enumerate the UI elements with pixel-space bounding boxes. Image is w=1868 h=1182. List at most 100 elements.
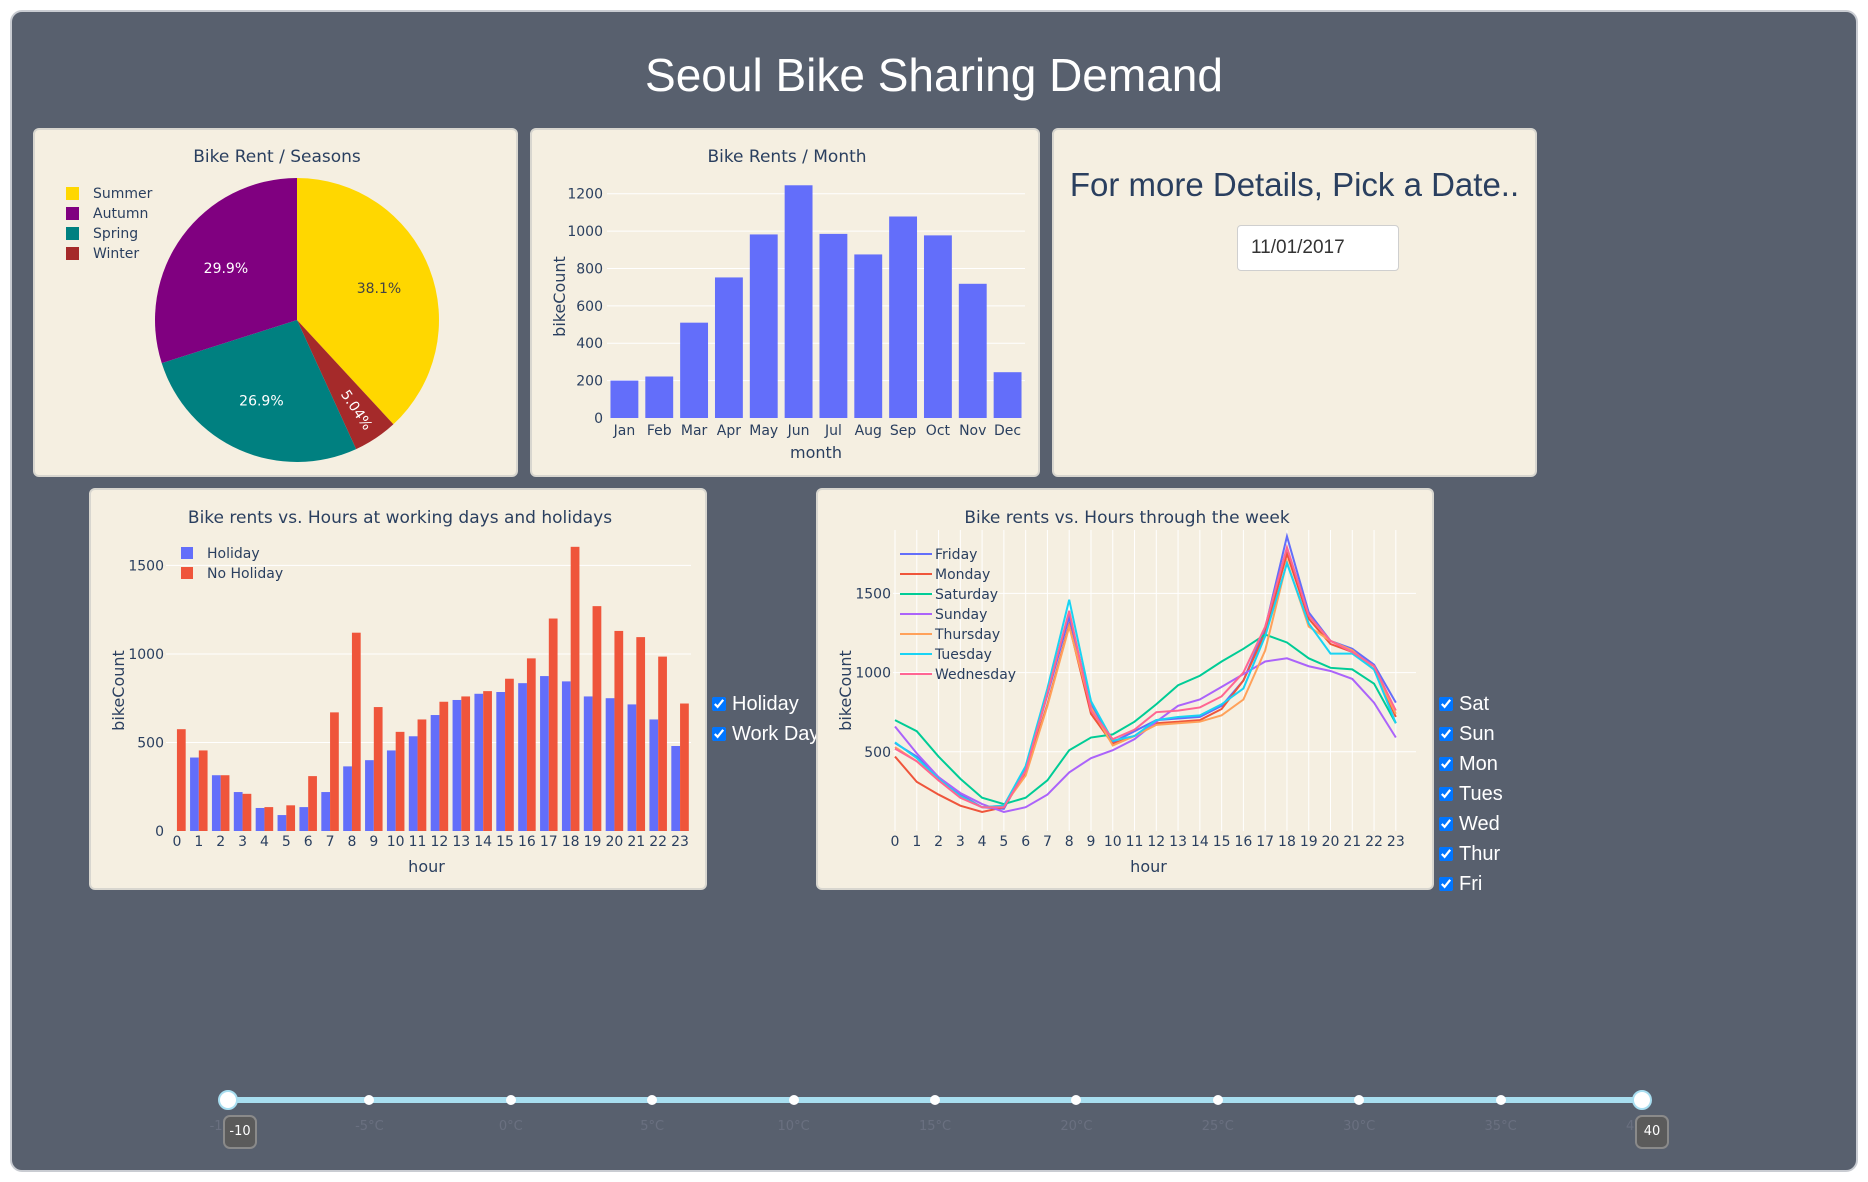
bar-no-holiday: [658, 656, 667, 831]
x-tick-label: 22: [1365, 834, 1383, 850]
x-tick-label: 4: [260, 834, 269, 850]
x-tick-label: 16: [1234, 834, 1252, 850]
x-tick-label: 15: [1213, 834, 1231, 850]
bar-no-holiday: [439, 701, 449, 831]
bar-holiday: [277, 815, 287, 831]
page-title: Seoul Bike Sharing Demand: [645, 49, 1223, 101]
bar-holiday: [474, 693, 484, 831]
legend-label: No Holiday: [207, 566, 283, 582]
checklist-item-fri[interactable]: Fri: [1439, 869, 1503, 899]
bar-no-holiday: [351, 632, 361, 831]
pie-slice-summer: [297, 178, 439, 425]
bar-holiday: [343, 766, 352, 831]
slider-mark-dot: [930, 1095, 940, 1105]
x-tick-label: 16: [518, 834, 536, 850]
slider-mark-label: 35°C: [1484, 1119, 1517, 1134]
x-tick-label: 3: [238, 834, 247, 850]
bar-no-holiday: [220, 775, 230, 831]
bar-no-holiday: [198, 750, 208, 831]
sun-checkbox[interactable]: [1439, 727, 1453, 741]
bar-no-holiday: [264, 807, 274, 831]
slider-mark-dot: [1212, 1095, 1223, 1105]
weekday-checklist: Sat Sun Mon Tues Wed Thur Fri: [1439, 689, 1503, 899]
bar-no-holiday: [176, 729, 186, 831]
bar-no-holiday: [286, 805, 296, 831]
x-tick-label: Mar: [681, 423, 708, 439]
legend-label: Wednesday: [935, 667, 1016, 683]
holiday-checkbox[interactable]: [712, 697, 726, 711]
checklist-item-sun[interactable]: Sun: [1439, 719, 1503, 749]
x-tick-label: 2: [216, 834, 225, 850]
checklist-item-mon[interactable]: Mon: [1439, 749, 1503, 779]
slider-mark-dot: [1071, 1095, 1082, 1105]
bar-holiday: [211, 775, 221, 831]
legend-label: Monday: [935, 567, 990, 583]
bar: [923, 235, 952, 418]
x-tick-label: Nov: [959, 423, 986, 439]
pie-value-label: 29.9%: [204, 261, 248, 277]
x-tick-label: 20: [606, 834, 624, 850]
bar: [784, 185, 813, 418]
bar-holiday: [233, 792, 243, 831]
bar-holiday: [605, 698, 615, 831]
bar-no-holiday: [330, 712, 339, 831]
mon-checkbox[interactable]: [1439, 757, 1453, 771]
x-tick-label: 3: [956, 834, 965, 850]
date-input[interactable]: [1237, 225, 1399, 271]
x-tick-label: 12: [431, 834, 449, 850]
chart-title: Bike rents vs. Hours through the week: [964, 508, 1290, 528]
month-bar-chart: Bike Rents / Month 0 200 400 600 800 1000 1200 J…: [550, 147, 1025, 462]
checklist-item-work-day[interactable]: Work Day: [712, 719, 819, 749]
slider-mark-dot: [788, 1095, 799, 1105]
chart-title: Bike Rent / Seasons: [193, 147, 361, 167]
y-axis-label: bikeCount: [550, 256, 569, 337]
bar-no-holiday: [242, 793, 252, 831]
x-tick-label: 12: [1147, 834, 1165, 850]
slider-handle-min[interactable]: [218, 1090, 238, 1110]
x-tick-label: 17: [1256, 834, 1274, 850]
date-picker-card: For more Details, Pick a Date..: [1052, 128, 1537, 477]
x-tick-label: 14: [474, 834, 492, 850]
y-tick-label: 400: [576, 336, 603, 352]
x-tick-label: 13: [1169, 834, 1187, 850]
x-tick-label: 13: [452, 834, 470, 850]
x-axis-label: hour: [408, 857, 445, 876]
x-tick-label: 10: [387, 834, 405, 850]
slider-mark-dot: [647, 1095, 658, 1105]
x-tick-label: 5: [282, 834, 291, 850]
checklist-item-tues[interactable]: Tues: [1439, 779, 1503, 809]
legend-label: Summer: [93, 186, 153, 202]
legend-label: Spring: [93, 226, 138, 242]
x-tick-label: Jun: [787, 423, 810, 439]
x-tick-label: Oct: [926, 423, 951, 439]
legend-label: Tuesday: [934, 647, 992, 663]
checklist-item-thur[interactable]: Thur: [1439, 839, 1503, 869]
x-tick-label: Aug: [855, 423, 882, 439]
bar-holiday: [452, 699, 462, 831]
checklist-label: Mon: [1459, 752, 1498, 775]
checklist-item-sat[interactable]: Sat: [1439, 689, 1503, 719]
bar: [680, 322, 709, 418]
slider-mark-dot: [1354, 1095, 1365, 1105]
week-line-card: Bike rents vs. Hours through the week 0 1 2…: [816, 488, 1434, 890]
slider-handle-max[interactable]: [1632, 1090, 1652, 1110]
fri-checkbox[interactable]: [1439, 877, 1453, 891]
legend-swatch: [66, 227, 79, 240]
x-tick-label: 15: [496, 834, 514, 850]
checklist-label: Work Day: [732, 722, 820, 745]
legend-label: Winter: [93, 246, 139, 262]
tues-checkbox[interactable]: [1439, 787, 1453, 801]
wed-checkbox[interactable]: [1439, 817, 1453, 831]
x-tick-label: Jul: [824, 423, 842, 439]
work-day-checkbox[interactable]: [712, 727, 726, 741]
x-tick-label: 6: [304, 834, 313, 850]
x-tick-label: Sep: [890, 423, 917, 439]
bar-holiday: [671, 746, 681, 831]
checklist-item-holiday[interactable]: Holiday: [712, 689, 819, 719]
sat-checkbox[interactable]: [1439, 697, 1453, 711]
y-axis-label: bikeCount: [109, 650, 128, 731]
y-tick-label: 1000: [855, 666, 891, 682]
checklist-label: Sun: [1459, 722, 1495, 745]
checklist-item-wed[interactable]: Wed: [1439, 809, 1503, 839]
thur-checkbox[interactable]: [1439, 847, 1453, 861]
